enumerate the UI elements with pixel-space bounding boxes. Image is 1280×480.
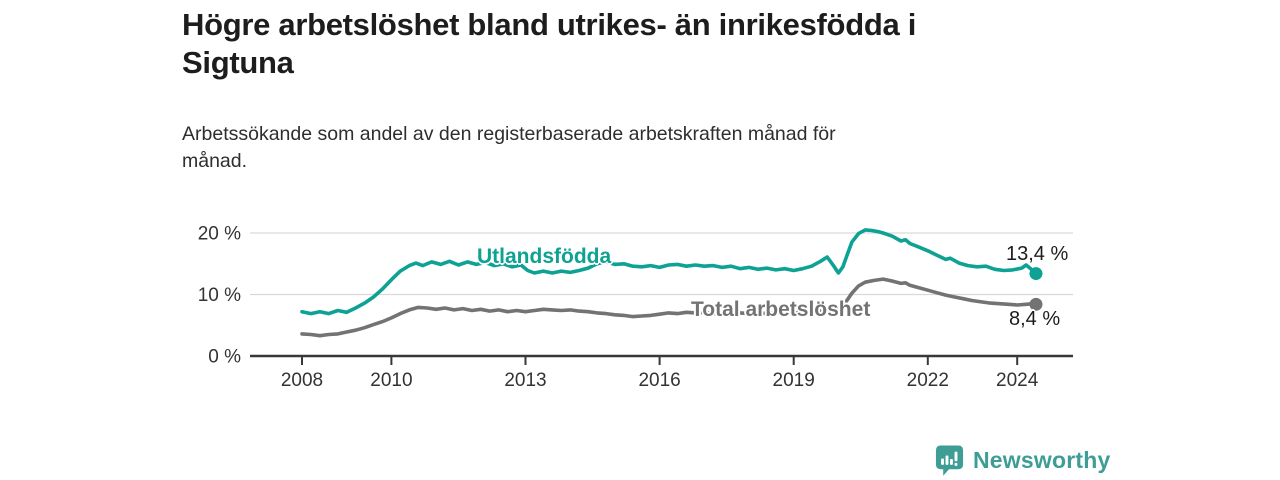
newsworthy-wordmark: Newsworthy: [973, 446, 1111, 473]
x-axis-label-2024: 2024: [996, 370, 1039, 391]
subtitle-line-2: månad.: [182, 150, 248, 172]
end-value-label-utlandsfodda: 13,4 %: [1006, 243, 1069, 265]
subtitle-line-1: Arbetssökande som andel av den registerb…: [182, 123, 836, 145]
series-label-utlandsfodda: Utlandsfödda: [477, 245, 612, 268]
series-line-0: [300, 228, 1038, 316]
newsworthy-logo: Newsworthy: [934, 443, 1110, 477]
y-axis-label-10: 10 %: [198, 285, 241, 306]
x-axis-label-2010: 2010: [370, 370, 412, 391]
x-axis-label-2013: 2013: [504, 370, 546, 391]
y-axis-label-20: 20 %: [198, 224, 241, 245]
y-axis-label-0: 0 %: [208, 347, 241, 368]
series-end-dot-1: [1029, 297, 1043, 311]
series-line-1: [300, 277, 1038, 338]
newsworthy-logo-icon: [935, 445, 964, 476]
x-axis-label-2008: 2008: [281, 370, 323, 391]
x-axis-label-2022: 2022: [907, 370, 949, 391]
x-axis-label-2019: 2019: [773, 370, 815, 391]
logo-bubble-shape: [935, 445, 964, 476]
page-title: Högre arbetslöshet bland utrikes- än inr…: [182, 6, 1142, 82]
title-line-1: Högre arbetslöshet bland utrikes- än inr…: [182, 7, 917, 42]
end-value-label-total-arbetsloshet: 8,4 %: [1009, 308, 1061, 330]
series-label-total-arbetsloshet: Total arbetslöshet: [691, 298, 871, 321]
title-line-2: Sigtuna: [182, 45, 294, 80]
logo-bar-chart-glyph: [941, 451, 958, 466]
x-axis-label-2016: 2016: [638, 370, 680, 391]
series-end-dot-0: [1029, 267, 1043, 281]
chart-subtitle: Arbetssökande som andel av den registerb…: [182, 121, 1082, 175]
